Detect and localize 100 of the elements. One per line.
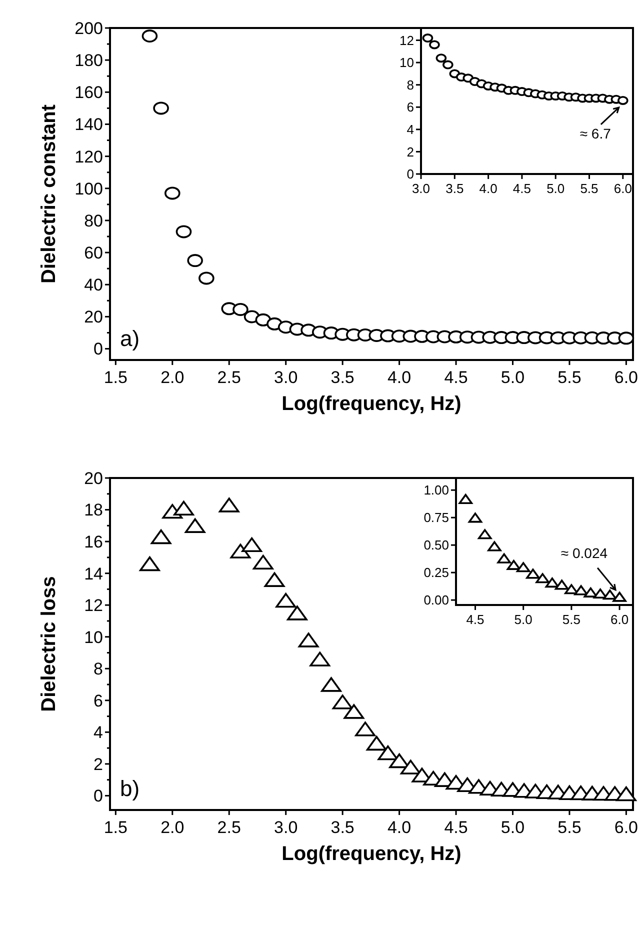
y-tick-label: 6 — [406, 100, 414, 115]
y-tick-label: 8 — [94, 660, 103, 679]
y-tick-label: 0 — [94, 786, 103, 806]
y-axis-title: Dielectric constant — [38, 104, 60, 284]
y-tick-label: 140 — [74, 115, 103, 134]
x-tick-label: 4.5 — [444, 368, 468, 387]
x-tick-label: 5.0 — [546, 181, 565, 196]
point — [150, 529, 172, 544]
x-tick-label: 6.0 — [610, 612, 629, 627]
y-tick-label: 60 — [84, 243, 103, 262]
point — [497, 553, 511, 564]
point — [478, 529, 492, 540]
y-tick-label: 14 — [84, 564, 103, 584]
point — [526, 568, 540, 579]
point — [174, 500, 194, 516]
point — [422, 34, 434, 43]
point — [264, 572, 285, 587]
point — [554, 580, 569, 590]
point — [488, 541, 502, 552]
y-tick-label: 20 — [84, 468, 103, 488]
point — [506, 560, 521, 570]
x-tick-label: 5.0 — [514, 612, 532, 627]
point — [298, 632, 319, 648]
y-tick-label: 0.75 — [424, 510, 449, 526]
y-tick-label: 160 — [74, 83, 103, 102]
y-tick-label: 12 — [400, 32, 414, 48]
annotation: a) — [120, 326, 140, 351]
y-tick-label: 16 — [84, 532, 103, 552]
y-tick-label: 120 — [74, 147, 103, 166]
point — [344, 704, 364, 719]
x-tick-label: 4.5 — [512, 181, 531, 196]
y-tick-label: 2 — [406, 144, 414, 160]
x-axis-title: Log(frequency, Hz) — [282, 393, 462, 415]
y-tick-label: 0.25 — [424, 565, 449, 580]
point — [230, 544, 251, 558]
point — [603, 590, 617, 600]
point — [378, 745, 398, 760]
point — [574, 585, 588, 596]
x-tick-label: 5.0 — [500, 368, 525, 387]
x-tick-label: 3.0 — [274, 818, 298, 837]
point — [616, 786, 636, 802]
point — [242, 537, 262, 552]
point — [618, 332, 634, 345]
point — [458, 494, 472, 504]
point — [187, 254, 203, 268]
x-tick-label: 6.0 — [614, 818, 638, 837]
x-tick-label: 6.0 — [614, 368, 638, 387]
y-tick-label: 12 — [84, 596, 103, 616]
point — [468, 512, 482, 523]
x-tick-label: 3.5 — [330, 368, 354, 387]
x-tick-label: 2.5 — [217, 818, 241, 837]
point — [564, 584, 578, 594]
x-tick-label: 5.5 — [558, 818, 582, 837]
point — [584, 587, 598, 598]
point — [389, 753, 410, 768]
point — [310, 652, 330, 666]
x-tick-label: 1.5 — [104, 368, 128, 387]
point — [276, 592, 296, 608]
point — [536, 573, 550, 584]
point — [142, 30, 158, 43]
y-tick-label: 0 — [406, 166, 414, 182]
y-tick-label: 180 — [74, 51, 103, 70]
x-tick-label: 2.5 — [217, 368, 241, 387]
x-tick-label: 2.0 — [160, 368, 184, 387]
point — [184, 518, 206, 533]
point — [321, 677, 342, 692]
x-tick-label: 5.5 — [580, 181, 598, 196]
point — [287, 606, 308, 620]
point — [355, 722, 376, 736]
x-tick-label: 4.0 — [479, 181, 498, 196]
point — [593, 588, 608, 599]
y-tick-label: 20 — [84, 308, 103, 327]
y-tick-label: 200 — [74, 18, 103, 38]
y-axis-title: Dielectric loss — [38, 576, 60, 712]
point — [366, 736, 387, 751]
x-tick-label: 4.5 — [466, 612, 484, 627]
point — [612, 592, 626, 602]
y-tick-label: 40 — [84, 276, 103, 295]
point — [140, 556, 160, 572]
point — [232, 302, 248, 316]
point — [516, 562, 530, 572]
point — [153, 102, 169, 115]
point — [176, 225, 192, 238]
point — [253, 554, 274, 570]
x-tick-label: 3.0 — [274, 368, 298, 387]
point — [429, 40, 440, 50]
point — [436, 54, 447, 63]
x-tick-label: 4.0 — [387, 368, 412, 387]
x-tick-label: 3.0 — [412, 181, 430, 196]
annotation: ≈ 6.7 — [580, 125, 612, 142]
y-tick-label: 8 — [406, 77, 414, 92]
y-tick-label: 0.50 — [424, 538, 449, 553]
point — [332, 694, 353, 710]
x-tick-label: 4.5 — [444, 818, 468, 837]
x-tick-label: 5.0 — [500, 818, 525, 837]
x-tick-label: 5.5 — [562, 612, 580, 627]
x-tick-label: 5.5 — [558, 368, 582, 387]
annotation: b) — [120, 776, 140, 801]
y-tick-label: 2 — [94, 754, 103, 774]
y-tick-label: 100 — [74, 179, 103, 198]
